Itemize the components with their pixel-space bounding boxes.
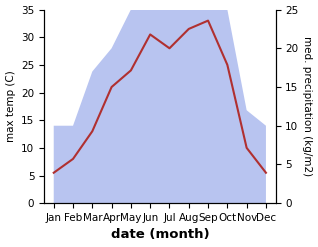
Y-axis label: med. precipitation (kg/m2): med. precipitation (kg/m2) [302,36,313,176]
Y-axis label: max temp (C): max temp (C) [5,70,16,142]
X-axis label: date (month): date (month) [111,228,209,242]
